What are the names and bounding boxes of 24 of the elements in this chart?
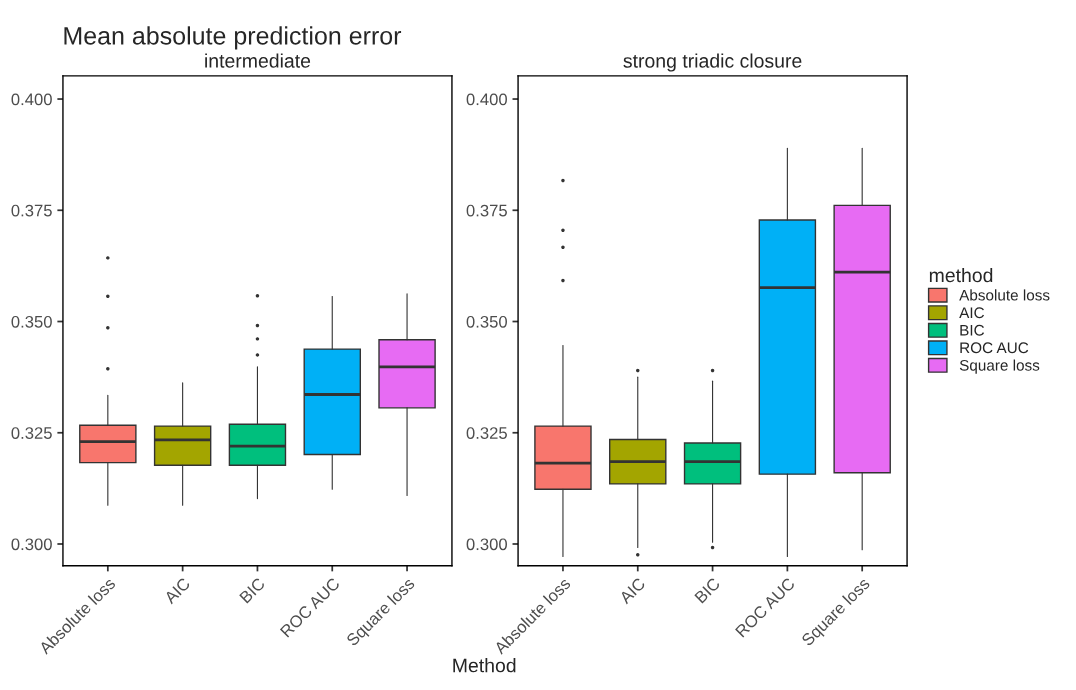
x-axis-title: Method	[453, 658, 516, 673]
y-tick-label: 0.325	[466, 427, 507, 439]
chart-subtitle: strong triadic closure	[623, 53, 802, 72]
y-tick-label: 0.300	[466, 538, 508, 551]
chart-title: Mean absolute prediction error	[64, 26, 402, 50]
y-tick-label: 0.350	[11, 315, 52, 328]
y-tick-label: 0.325	[11, 427, 52, 439]
legend-label: ROC AUC	[960, 342, 1029, 354]
y-tick-label: 0.375	[11, 204, 52, 217]
x-tick-label: AIC	[618, 576, 646, 605]
y-tick-label: 0.300	[11, 538, 52, 551]
x-tick-label: BIC	[239, 576, 266, 604]
y-tick-label: 0.375	[466, 204, 507, 217]
legend-label: AIC	[959, 307, 985, 319]
legend-label: Absolute loss	[959, 289, 1050, 301]
y-tick-label: 0.400	[11, 93, 52, 106]
x-tick-label: BIC	[694, 576, 721, 604]
legend-label: Square loss	[959, 359, 1040, 374]
legend-label: BIC	[960, 324, 985, 336]
chart-subtitle: intermediate	[205, 53, 311, 68]
legend-title: method	[929, 267, 993, 283]
x-tick-label: AIC	[163, 576, 191, 605]
y-tick-label: 0.350	[466, 315, 508, 328]
y-tick-label: 0.400	[466, 93, 508, 106]
